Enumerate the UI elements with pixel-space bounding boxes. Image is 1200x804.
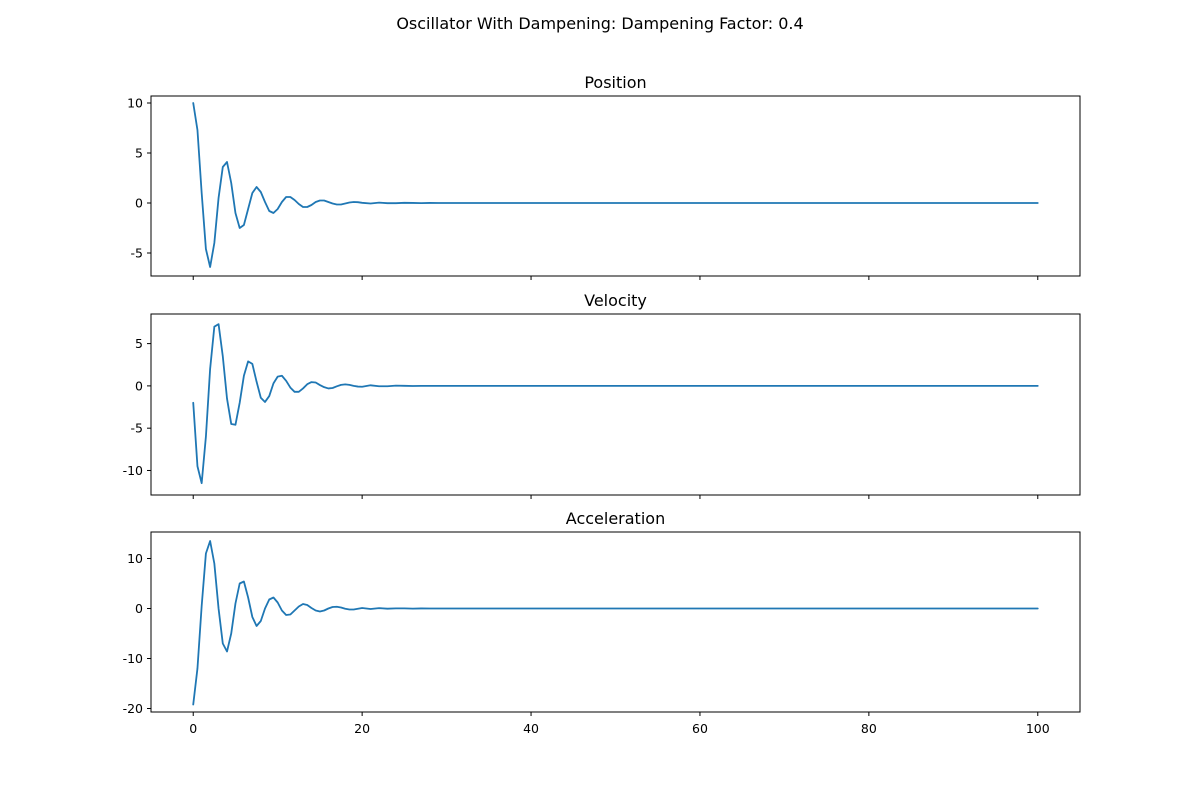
axes-frame: [150, 531, 1081, 713]
y-tick-label: 0: [135, 196, 143, 211]
y-tick-label: -10: [123, 463, 143, 478]
axes-frame: [150, 313, 1081, 496]
y-tick-label: -20: [123, 701, 143, 716]
y-tick-label: -5: [131, 246, 143, 261]
figure-title: Oscillator With Dampening: Dampening Fac…: [396, 14, 804, 33]
subplot-title: Position: [584, 73, 646, 92]
y-tick-label: 0: [135, 378, 143, 393]
y-tick-label: -10: [123, 651, 143, 666]
x-tick-label: 40: [523, 721, 539, 736]
series-line: [192, 102, 1039, 268]
y-tick-label: 5: [135, 336, 143, 351]
subplot-2: Velocity -10 -5 0 5: [123, 291, 1081, 499]
y-tick-label: 10: [127, 96, 143, 111]
subplot-title: Velocity: [584, 291, 647, 310]
subplot-1: Position -5 0 5 10: [127, 73, 1081, 280]
x-tick-label: 20: [354, 721, 370, 736]
series-line: [192, 323, 1039, 485]
x-tick-label: 80: [861, 721, 877, 736]
y-tick-label: -5: [131, 421, 143, 436]
axes-frame: [150, 95, 1081, 277]
y-tick-label: 5: [135, 146, 143, 161]
series-line: [192, 540, 1039, 706]
subplot-title: Acceleration: [566, 509, 665, 528]
y-tick-label: 0: [135, 601, 143, 616]
x-tick-label: 100: [1026, 721, 1050, 736]
x-tick-label: 0: [189, 721, 197, 736]
x-tick-label: 60: [692, 721, 708, 736]
y-tick-label: 10: [127, 551, 143, 566]
